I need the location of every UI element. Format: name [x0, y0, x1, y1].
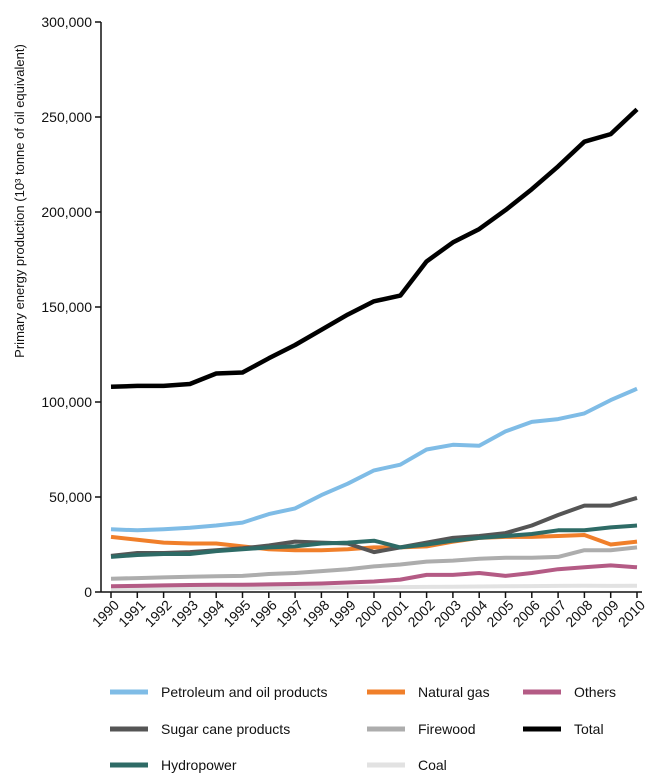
series-line-natural-gas: [110, 533, 638, 553]
x-tick-label: 1992: [141, 597, 174, 630]
x-tick-label: 2007: [536, 597, 569, 630]
legend-item: Hydropower: [110, 757, 237, 773]
y-tick-label: 0: [84, 584, 92, 600]
series-line-hydropower: [110, 523, 638, 559]
x-tick-label: 2004: [457, 597, 490, 630]
legend-label: Firewood: [418, 721, 476, 737]
x-tick-label: 1998: [299, 597, 332, 630]
y-tick-label: 50,000: [49, 489, 92, 505]
y-tick-label: 100,000: [41, 394, 92, 410]
y-tick-label: 150,000: [41, 299, 92, 315]
x-tick-label: 2003: [431, 597, 464, 630]
legend-item: Sugar cane products: [110, 721, 290, 737]
legend-label: Petroleum and oil products: [161, 684, 328, 700]
x-tick-label: 2002: [404, 597, 437, 630]
x-tick-label: 2001: [378, 597, 411, 630]
x-tick-label: 2010: [615, 597, 648, 630]
legend-label: Natural gas: [418, 684, 490, 700]
legend-item: Petroleum and oil products: [110, 684, 328, 700]
legend-label: Total: [574, 721, 604, 737]
series-line-coal: [110, 583, 638, 592]
x-tick-label: 1999: [325, 597, 358, 630]
x-tick-label: 1997: [273, 597, 306, 630]
x-tick-label: 1996: [247, 597, 280, 630]
y-tick-label: 300,000: [41, 14, 92, 30]
legend-label: Coal: [418, 757, 447, 773]
legend: Petroleum and oil products Natural gas Oth…: [110, 684, 616, 773]
x-tick-label: 2005: [483, 597, 516, 630]
series-line-petroleum-and-oil-products: [110, 386, 638, 533]
legend-item: Others: [523, 684, 616, 700]
x-tick-label: 1990: [89, 597, 122, 630]
x-tick-label: 1994: [194, 597, 227, 630]
x-tick-label: 2006: [510, 597, 543, 630]
x-tick-label: 2000: [352, 597, 385, 630]
legend-item: Coal: [367, 757, 447, 773]
y-axis: 0 50,000 100,000 150,000 200,000 250,000 300,0…: [41, 14, 102, 600]
legend-item: Firewood: [367, 721, 476, 737]
series-line-others: [110, 563, 638, 589]
series-line-firewood: [110, 545, 638, 581]
legend-label: Sugar cane products: [161, 721, 290, 737]
x-tick-label: 1993: [168, 597, 201, 630]
x-axis: 1990199119921993199419951996199719981999…: [89, 591, 648, 630]
x-tick-label: 2009: [588, 597, 621, 630]
x-tick-label: 1995: [220, 597, 253, 630]
x-tick-label: 2008: [562, 597, 595, 630]
x-tick-label: 1991: [115, 597, 148, 630]
legend-label: Hydropower: [161, 757, 237, 773]
legend-item: Natural gas: [367, 684, 490, 700]
y-tick-label: 250,000: [41, 109, 92, 125]
series-line-total: [110, 107, 639, 390]
y-tick-label: 200,000: [41, 204, 92, 220]
y-axis-title: Primary energy production (10³ tonne of …: [12, 44, 27, 358]
plot-area: [110, 107, 639, 592]
legend-item: Total: [523, 721, 604, 737]
legend-label: Others: [574, 684, 616, 700]
